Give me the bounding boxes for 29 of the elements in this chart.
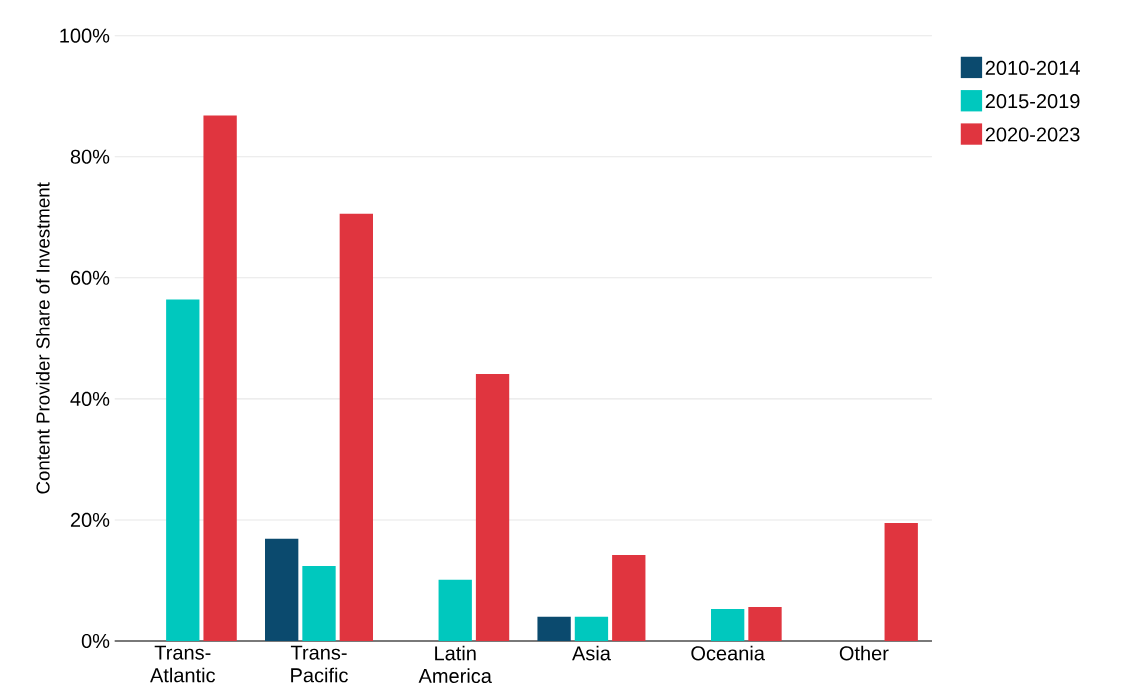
bar — [475, 374, 510, 641]
y-tick-label: 20% — [70, 512, 110, 527]
x-tick-label: Other — [839, 645, 889, 661]
bar — [302, 565, 336, 641]
x-tick-label: Latin America — [418, 645, 492, 684]
x-tick-label: Trans-Atlantic — [150, 645, 216, 683]
y-tick-label: 100% — [60, 28, 110, 43]
legend-label: 2020-2023 — [985, 127, 1080, 142]
bar — [438, 579, 472, 641]
y-tick-label: 60% — [70, 270, 110, 285]
bar — [884, 522, 918, 641]
y-tick-label: 40% — [70, 391, 110, 406]
x-tick-label: Asia — [572, 645, 611, 661]
legend-label: 2015-2019 — [985, 94, 1080, 109]
bar — [711, 608, 745, 641]
y-tick-label: 0% — [81, 633, 110, 649]
x-tick-label: Trans-Pacific — [290, 645, 348, 683]
bar — [203, 115, 237, 641]
y-tick-label: 80% — [70, 149, 110, 164]
legend-label: 2010-2014 — [985, 60, 1080, 75]
bar — [748, 607, 782, 641]
bar — [265, 538, 299, 641]
bar — [574, 616, 609, 641]
bar — [339, 213, 373, 641]
bar — [612, 555, 646, 641]
bar — [537, 616, 571, 641]
y-axis-title: Content Provider Share of Investment — [35, 182, 50, 494]
x-tick-label: Oceania — [691, 645, 765, 661]
bar — [166, 299, 200, 641]
